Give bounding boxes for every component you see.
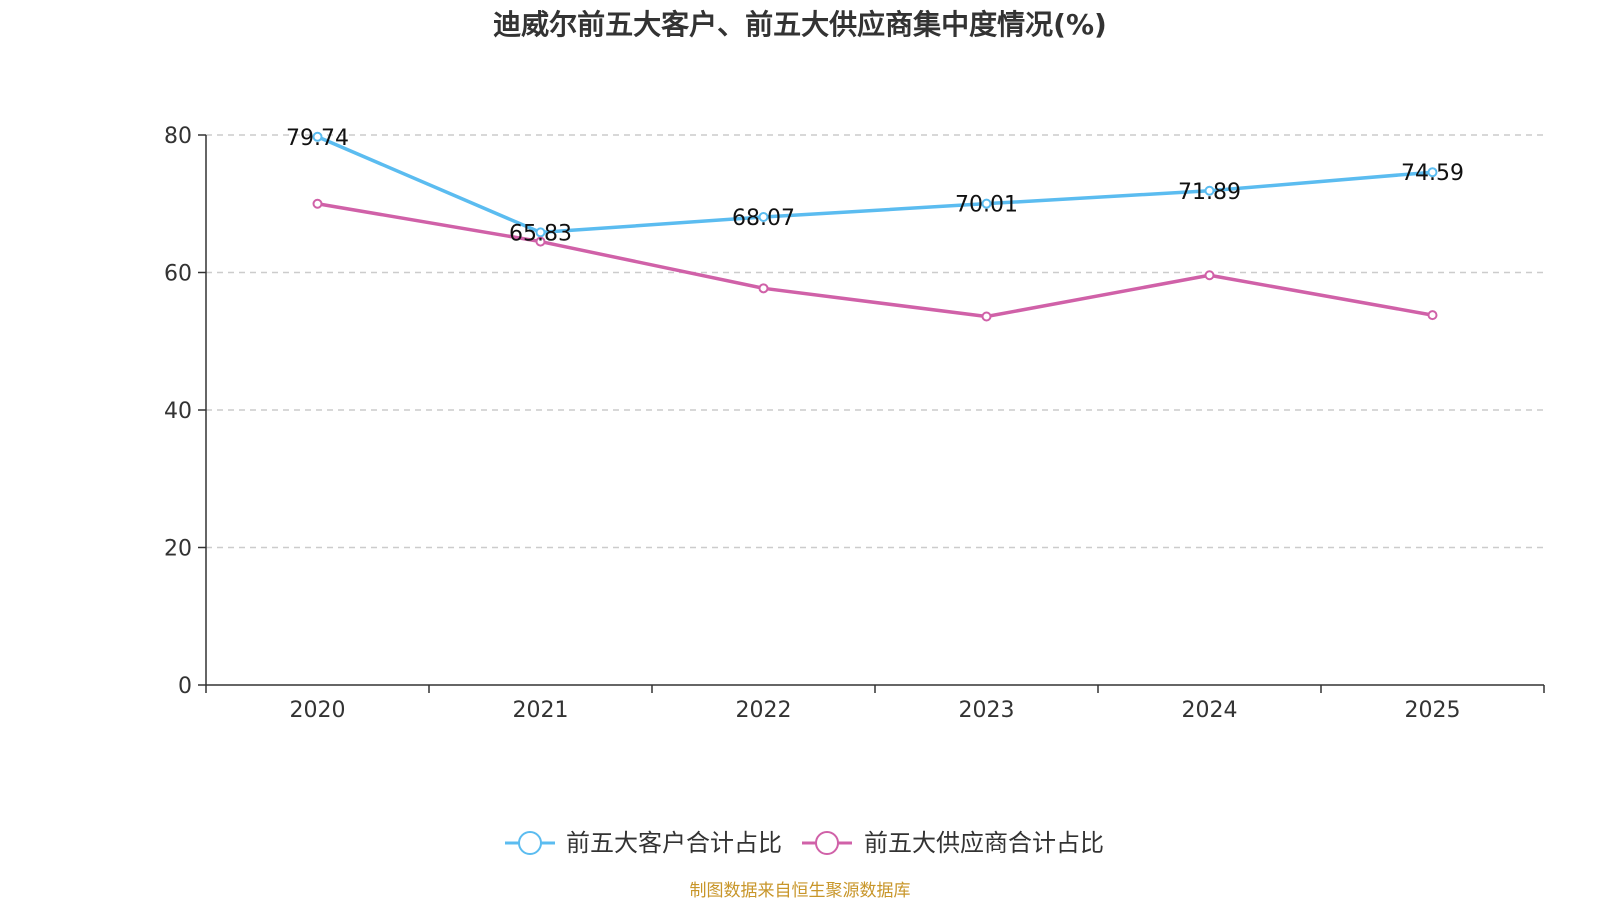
series-1-point-2024[interactable] [1204,270,1215,281]
legend-marker-customers [518,831,542,855]
series-line-0 [316,135,1433,235]
legend-label-customers: 前五大客户合计占比 [566,829,782,857]
y-tick-label-0: 0 [178,674,192,699]
series-0-point-2022[interactable] [758,212,769,223]
grid-lines [206,134,1544,549]
legend: 前五大客户合计占比 前五大供应商合计占比 [505,829,1104,857]
x-tick-label-2020: 2020 [290,698,346,723]
x-tick-label-2021: 2021 [513,698,569,723]
series-1-point-2020[interactable] [312,198,323,209]
series-1-point-2025[interactable] [1427,310,1438,321]
series-0-label-2023: 70.01 [955,193,1018,218]
series-0-point-2024[interactable] [1204,185,1215,196]
series-0-label-2021: 65.83 [509,221,572,246]
x-tick-label-2024: 2024 [1182,698,1238,723]
legend-item-suppliers[interactable]: 前五大供应商合计占比 [802,829,1104,857]
x-tick-label-2025: 2025 [1405,698,1461,723]
axes: 0 20 40 60 80 2020 2021 2022 2023 2024 2025 [164,124,1545,723]
data-labels: 79.74 65.83 68.07 70.01 71.89 74.59 [286,126,1464,247]
legend-label-suppliers: 前五大供应商合计占比 [864,829,1104,857]
series-1-point-2022[interactable] [758,283,769,294]
series-0-point-2021[interactable] [535,227,546,238]
series-0-label-2020: 79.74 [286,126,349,151]
chart-title: 迪威尔前五大客户、前五大供应商集中度情况(%) [493,8,1107,41]
x-tick-label-2023: 2023 [959,698,1015,723]
series-0-label-2022: 68.07 [732,206,795,231]
y-tick-label-20: 20 [164,537,192,562]
series-0-point-2025[interactable] [1427,167,1438,178]
series-lines [312,131,1438,322]
series-1-point-2023[interactable] [981,311,992,322]
series-0-point-2020[interactable] [312,131,323,142]
legend-item-customers[interactable]: 前五大客户合计占比 [505,829,782,857]
series-1-point-2021[interactable] [535,236,546,247]
y-tick-label-60: 60 [164,262,192,287]
x-tick-label-2022: 2022 [736,698,792,723]
series-0-label-2025: 74.59 [1401,161,1464,186]
series-0-point-2023[interactable] [981,198,992,209]
y-tick-label-80: 80 [164,124,192,149]
source-note: 制图数据来自恒生聚源数据库 [690,881,911,900]
series-0-label-2024: 71.89 [1178,180,1241,205]
y-tick-label-40: 40 [164,399,192,424]
legend-marker-suppliers [815,831,839,855]
series-line-1 [317,202,1433,319]
